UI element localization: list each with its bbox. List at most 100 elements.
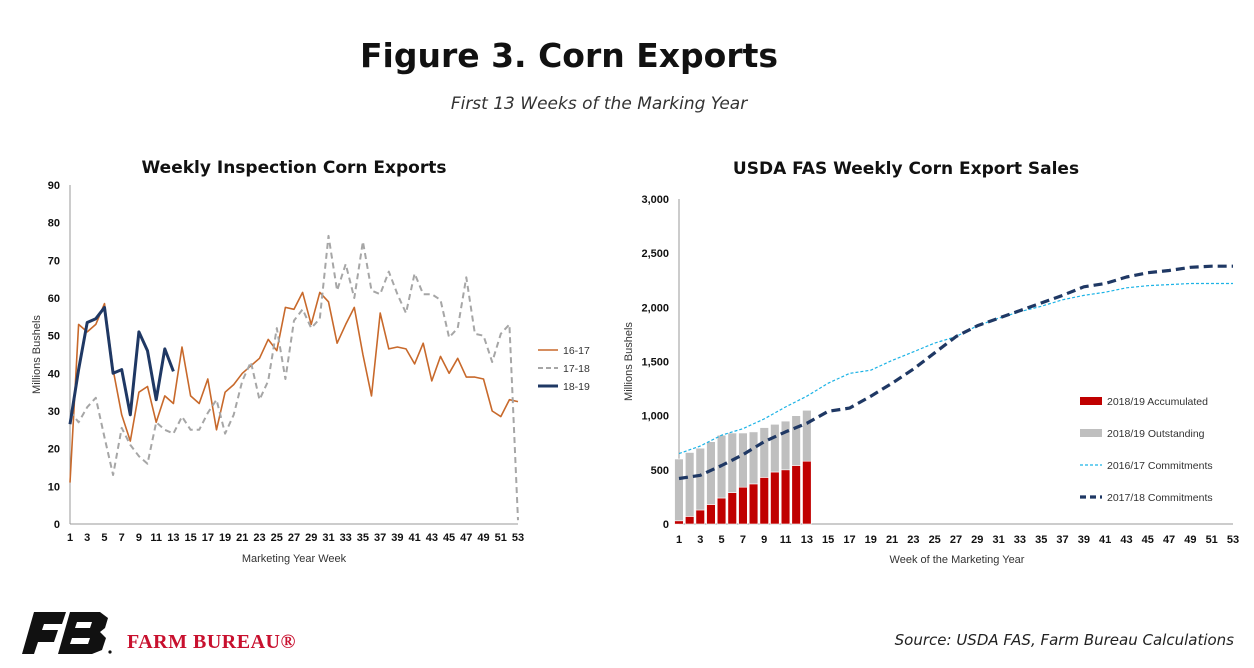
figure-title: Figure 3. Corn Exports bbox=[359, 36, 779, 75]
right-x-tick-label: 45 bbox=[1142, 534, 1154, 546]
right-bar-2018/19 Accumulated bbox=[674, 520, 684, 525]
farm-bureau-logo-icon bbox=[22, 612, 112, 654]
right-chart-title: USDA FAS Weekly Corn Export Sales bbox=[733, 159, 1079, 179]
right-y-tick-label: 2,500 bbox=[641, 248, 669, 260]
right-y-tick-label: 1,000 bbox=[641, 411, 669, 423]
right-legend-swatch bbox=[1080, 397, 1102, 405]
left-y-tick-label: 40 bbox=[48, 368, 60, 380]
right-x-tick-label: 27 bbox=[950, 534, 962, 546]
right-y-tick-label: 2,000 bbox=[641, 302, 669, 314]
right-y-tick-label: 3,000 bbox=[641, 194, 669, 206]
right-x-tick-label: 23 bbox=[907, 534, 919, 546]
left-x-tick-label: 13 bbox=[167, 532, 179, 544]
right-bar-2018/19 Outstanding bbox=[791, 415, 801, 466]
left-x-tick-label: 17 bbox=[202, 532, 214, 544]
left-y-tick-label: 10 bbox=[48, 481, 60, 493]
right-bar-2018/19 Outstanding bbox=[695, 447, 705, 511]
left-legend-label: 17-18 bbox=[563, 363, 590, 375]
left-x-tick-label: 53 bbox=[512, 532, 524, 544]
left-x-tick-label: 41 bbox=[408, 532, 420, 544]
right-bar-2018/19 Accumulated bbox=[716, 497, 727, 525]
right-bar-2018/19 Outstanding bbox=[780, 420, 791, 471]
right-x-tick-label: 9 bbox=[761, 534, 767, 546]
left-x-tick-label: 23 bbox=[253, 532, 265, 544]
right-x-tick-label: 39 bbox=[1078, 534, 1090, 546]
right-bar-2018/19 Outstanding bbox=[802, 409, 812, 462]
right-legend-label: 2018/19 Accumulated bbox=[1107, 396, 1208, 408]
right-bar-2018/19 Outstanding bbox=[770, 423, 780, 473]
right-bar-2018/19 Outstanding bbox=[727, 432, 737, 493]
right-legend-label: 2018/19 Outstanding bbox=[1107, 428, 1205, 440]
left-y-tick-label: 70 bbox=[48, 255, 60, 267]
left-x-tick-label: 5 bbox=[101, 532, 107, 544]
right-y-tick-label: 0 bbox=[663, 519, 669, 531]
left-x-tick-label: 47 bbox=[460, 532, 472, 544]
right-bar-2018/19 Accumulated bbox=[695, 509, 705, 525]
right-series-line-2017/18 Commitments bbox=[678, 264, 1233, 481]
right-x-tick-label: 5 bbox=[719, 534, 725, 546]
right-x-tick-label: 7 bbox=[740, 534, 746, 546]
right-bar-2018/19 Accumulated bbox=[706, 504, 716, 525]
right-bar-2018/19 Accumulated bbox=[802, 460, 812, 525]
left-x-tick-label: 35 bbox=[357, 532, 369, 544]
right-y-axis-label: Millions Bushels bbox=[623, 322, 635, 401]
left-y-tick-label: 50 bbox=[48, 331, 60, 343]
right-bar-2018/19 Outstanding bbox=[674, 458, 684, 522]
right-legend-label: 2017/18 Commitments bbox=[1107, 492, 1213, 504]
left-x-tick-label: 33 bbox=[340, 532, 352, 544]
right-x-tick-label: 31 bbox=[992, 534, 1004, 546]
left-chart-title: Weekly Inspection Corn Exports bbox=[142, 158, 447, 178]
left-x-axis-label: Marketing Year Week bbox=[242, 553, 347, 565]
right-x-axis-label: Week of the Marketing Year bbox=[890, 554, 1025, 566]
left-x-tick-label: 45 bbox=[443, 532, 455, 544]
right-legend-label: 2016/17 Commitments bbox=[1107, 460, 1213, 472]
left-x-tick-label: 51 bbox=[495, 532, 507, 544]
figure-subtitle: First 13 Weeks of the Marking Year bbox=[450, 94, 748, 114]
right-x-tick-label: 35 bbox=[1035, 534, 1047, 546]
left-x-tick-label: 3 bbox=[84, 532, 90, 544]
right-bar-2018/19 Accumulated bbox=[780, 469, 791, 525]
right-bar-2018/19 Accumulated bbox=[791, 465, 801, 525]
left-legend-label: 16-17 bbox=[563, 345, 590, 357]
left-x-tick-label: 19 bbox=[219, 532, 231, 544]
source-note: Source: USDA FAS, Farm Bureau Calculatio… bbox=[894, 631, 1234, 649]
left-x-tick-label: 7 bbox=[119, 532, 125, 544]
right-bar-2018/19 Outstanding bbox=[759, 427, 769, 478]
right-bar-2018/19 Outstanding bbox=[748, 431, 759, 485]
right-bar-2018/19 Accumulated bbox=[748, 483, 759, 525]
right-bar-2018/19 Accumulated bbox=[738, 486, 748, 525]
left-x-tick-label: 43 bbox=[426, 532, 438, 544]
left-y-tick-label: 80 bbox=[48, 218, 60, 230]
right-bar-2018/19 Accumulated bbox=[770, 471, 780, 525]
left-series-line-17-18 bbox=[69, 234, 519, 521]
right-x-tick-label: 37 bbox=[1056, 534, 1068, 546]
right-x-tick-label: 17 bbox=[843, 534, 855, 546]
right-x-tick-label: 15 bbox=[822, 534, 834, 546]
right-x-tick-label: 19 bbox=[865, 534, 877, 546]
left-series-line-16-17 bbox=[69, 291, 519, 483]
right-x-tick-label: 29 bbox=[971, 534, 983, 546]
left-x-tick-label: 39 bbox=[391, 532, 403, 544]
right-x-tick-label: 49 bbox=[1184, 534, 1196, 546]
left-y-tick-label: 60 bbox=[48, 293, 60, 305]
left-x-tick-label: 27 bbox=[288, 532, 300, 544]
right-y-tick-label: 1,500 bbox=[641, 357, 669, 369]
left-legend-label: 18-19 bbox=[563, 381, 590, 393]
left-x-tick-label: 31 bbox=[322, 532, 334, 544]
left-x-tick-label: 9 bbox=[136, 532, 142, 544]
left-x-tick-label: 49 bbox=[477, 532, 489, 544]
left-x-tick-label: 15 bbox=[184, 532, 196, 544]
right-bar-2018/19 Outstanding bbox=[684, 452, 695, 517]
right-x-tick-label: 43 bbox=[1120, 534, 1132, 546]
right-x-tick-label: 53 bbox=[1227, 534, 1239, 546]
right-x-tick-label: 3 bbox=[697, 534, 703, 546]
org-name: FARM BUREAU® bbox=[127, 631, 296, 653]
left-y-tick-label: 0 bbox=[54, 519, 60, 531]
left-x-tick-label: 11 bbox=[150, 532, 162, 544]
right-legend-swatch bbox=[1080, 429, 1102, 437]
left-x-tick-label: 29 bbox=[305, 532, 317, 544]
right-x-tick-label: 13 bbox=[801, 534, 813, 546]
left-x-tick-label: 1 bbox=[67, 532, 73, 544]
left-x-tick-label: 21 bbox=[236, 532, 248, 544]
